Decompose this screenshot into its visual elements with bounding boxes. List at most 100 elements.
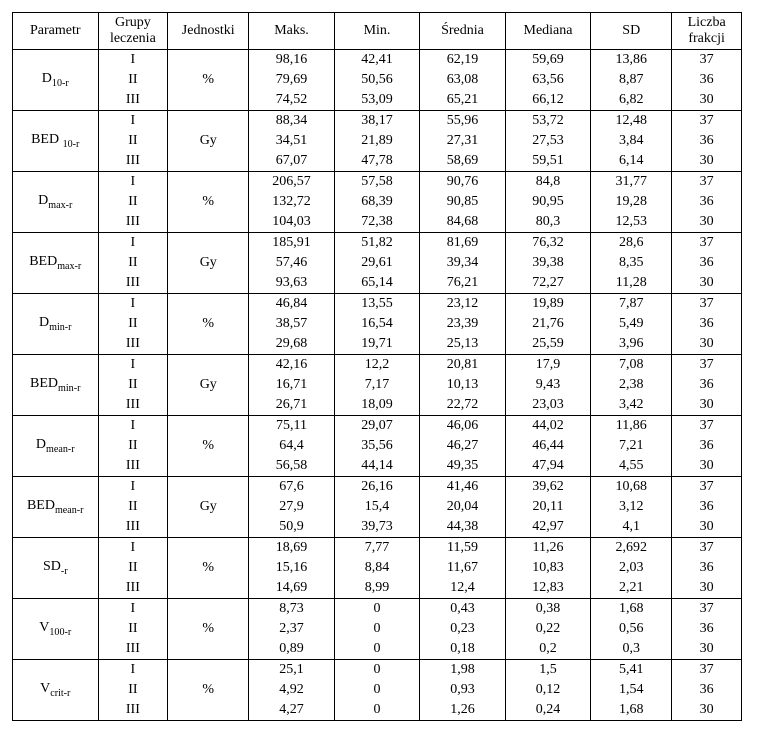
value-cell: 37 [672, 111, 742, 132]
table-row: II57,4629,6139,3439,388,3536 [13, 253, 742, 273]
value-cell: 55,96 [420, 111, 506, 132]
group-label: III [98, 273, 168, 294]
value-cell: 30 [672, 90, 742, 111]
value-cell: 93,63 [249, 273, 335, 294]
value-cell: 29,61 [334, 253, 420, 273]
value-cell: 20,81 [420, 355, 506, 376]
table-row: II64,435,5646,2746,447,2136 [13, 436, 742, 456]
unit-cell: Gy [168, 355, 249, 416]
value-cell: 25,1 [249, 660, 335, 681]
value-cell: 3,42 [591, 395, 672, 416]
value-cell: 0,38 [505, 599, 591, 620]
param-cell: D10-r [13, 50, 99, 111]
group-label: I [98, 233, 168, 254]
value-cell: 75,11 [249, 416, 335, 437]
value-cell: 51,82 [334, 233, 420, 254]
value-cell: 0,23 [420, 619, 506, 639]
param-cell: BEDmax-r [13, 233, 99, 294]
value-cell: 66,12 [505, 90, 591, 111]
table-row: II38,5716,5423,3921,765,4936 [13, 314, 742, 334]
value-cell: 1,98 [420, 660, 506, 681]
value-cell: 10,13 [420, 375, 506, 395]
value-cell: 23,39 [420, 314, 506, 334]
table-row: III104,0372,3884,6880,312,5330 [13, 212, 742, 233]
value-cell: 34,51 [249, 131, 335, 151]
value-cell: 20,04 [420, 497, 506, 517]
param-cell: BEDmean-r [13, 477, 99, 538]
value-cell: 37 [672, 233, 742, 254]
table-row: II34,5121,8927,3127,533,8436 [13, 131, 742, 151]
value-cell: 9,43 [505, 375, 591, 395]
table-row: III93,6365,1476,2172,2711,2830 [13, 273, 742, 294]
value-cell: 42,16 [249, 355, 335, 376]
table-row: III56,5844,1449,3547,944,5530 [13, 456, 742, 477]
col-median: Mediana [505, 13, 591, 50]
value-cell: 49,35 [420, 456, 506, 477]
value-cell: 50,9 [249, 517, 335, 538]
value-cell: 42,97 [505, 517, 591, 538]
unit-cell: Gy [168, 477, 249, 538]
param-cell: Dmin-r [13, 294, 99, 355]
table-row: II15,168,8411,6710,832,0336 [13, 558, 742, 578]
param-cell: Dmean-r [13, 416, 99, 477]
value-cell: 59,69 [505, 50, 591, 71]
col-frak: Liczba frakcji [672, 13, 742, 50]
col-param: Parametr [13, 13, 99, 50]
value-cell: 2,37 [249, 619, 335, 639]
group-label: II [98, 680, 168, 700]
value-cell: 2,692 [591, 538, 672, 559]
group-label: II [98, 253, 168, 273]
value-cell: 38,57 [249, 314, 335, 334]
value-cell: 23,03 [505, 395, 591, 416]
col-unit: Jednostki [168, 13, 249, 50]
table-row: Dmean-rI%75,1129,0746,0644,0211,8637 [13, 416, 742, 437]
value-cell: 68,39 [334, 192, 420, 212]
value-cell: 44,14 [334, 456, 420, 477]
value-cell: 11,59 [420, 538, 506, 559]
value-cell: 56,58 [249, 456, 335, 477]
table-row: Dmin-rI%46,8413,5523,1219,897,8737 [13, 294, 742, 315]
value-cell: 15,4 [334, 497, 420, 517]
table-row: Vcrit-rI%25,101,981,55,4137 [13, 660, 742, 681]
stats-table: Parametr Grupy leczenia Jednostki Maks. … [12, 12, 742, 721]
value-cell: 3,96 [591, 334, 672, 355]
value-cell: 57,58 [334, 172, 420, 193]
header-row: Parametr Grupy leczenia Jednostki Maks. … [13, 13, 742, 50]
value-cell: 13,55 [334, 294, 420, 315]
value-cell: 8,87 [591, 70, 672, 90]
group-label: II [98, 375, 168, 395]
value-cell: 30 [672, 700, 742, 721]
unit-cell: % [168, 660, 249, 721]
table-row: III50,939,7344,3842,974,130 [13, 517, 742, 538]
table-body: D10-rI%98,1642,4162,1959,6913,8637II79,6… [13, 50, 742, 721]
unit-cell: % [168, 50, 249, 111]
group-label: III [98, 151, 168, 172]
value-cell: 0 [334, 700, 420, 721]
value-cell: 63,56 [505, 70, 591, 90]
value-cell: 30 [672, 639, 742, 660]
table-row: SD-rI%18,697,7711,5911,262,69237 [13, 538, 742, 559]
value-cell: 10,83 [505, 558, 591, 578]
unit-cell: % [168, 599, 249, 660]
value-cell: 84,8 [505, 172, 591, 193]
value-cell: 58,69 [420, 151, 506, 172]
value-cell: 28,6 [591, 233, 672, 254]
value-cell: 30 [672, 212, 742, 233]
param-cell: BED 10-r [13, 111, 99, 172]
value-cell: 37 [672, 294, 742, 315]
value-cell: 11,28 [591, 273, 672, 294]
value-cell: 8,84 [334, 558, 420, 578]
value-cell: 47,78 [334, 151, 420, 172]
value-cell: 76,21 [420, 273, 506, 294]
value-cell: 27,9 [249, 497, 335, 517]
table-row: III0,8900,180,20,330 [13, 639, 742, 660]
value-cell: 37 [672, 355, 742, 376]
group-label: I [98, 294, 168, 315]
value-cell: 11,67 [420, 558, 506, 578]
value-cell: 11,26 [505, 538, 591, 559]
value-cell: 46,27 [420, 436, 506, 456]
value-cell: 44,38 [420, 517, 506, 538]
value-cell: 7,08 [591, 355, 672, 376]
value-cell: 81,69 [420, 233, 506, 254]
value-cell: 67,07 [249, 151, 335, 172]
